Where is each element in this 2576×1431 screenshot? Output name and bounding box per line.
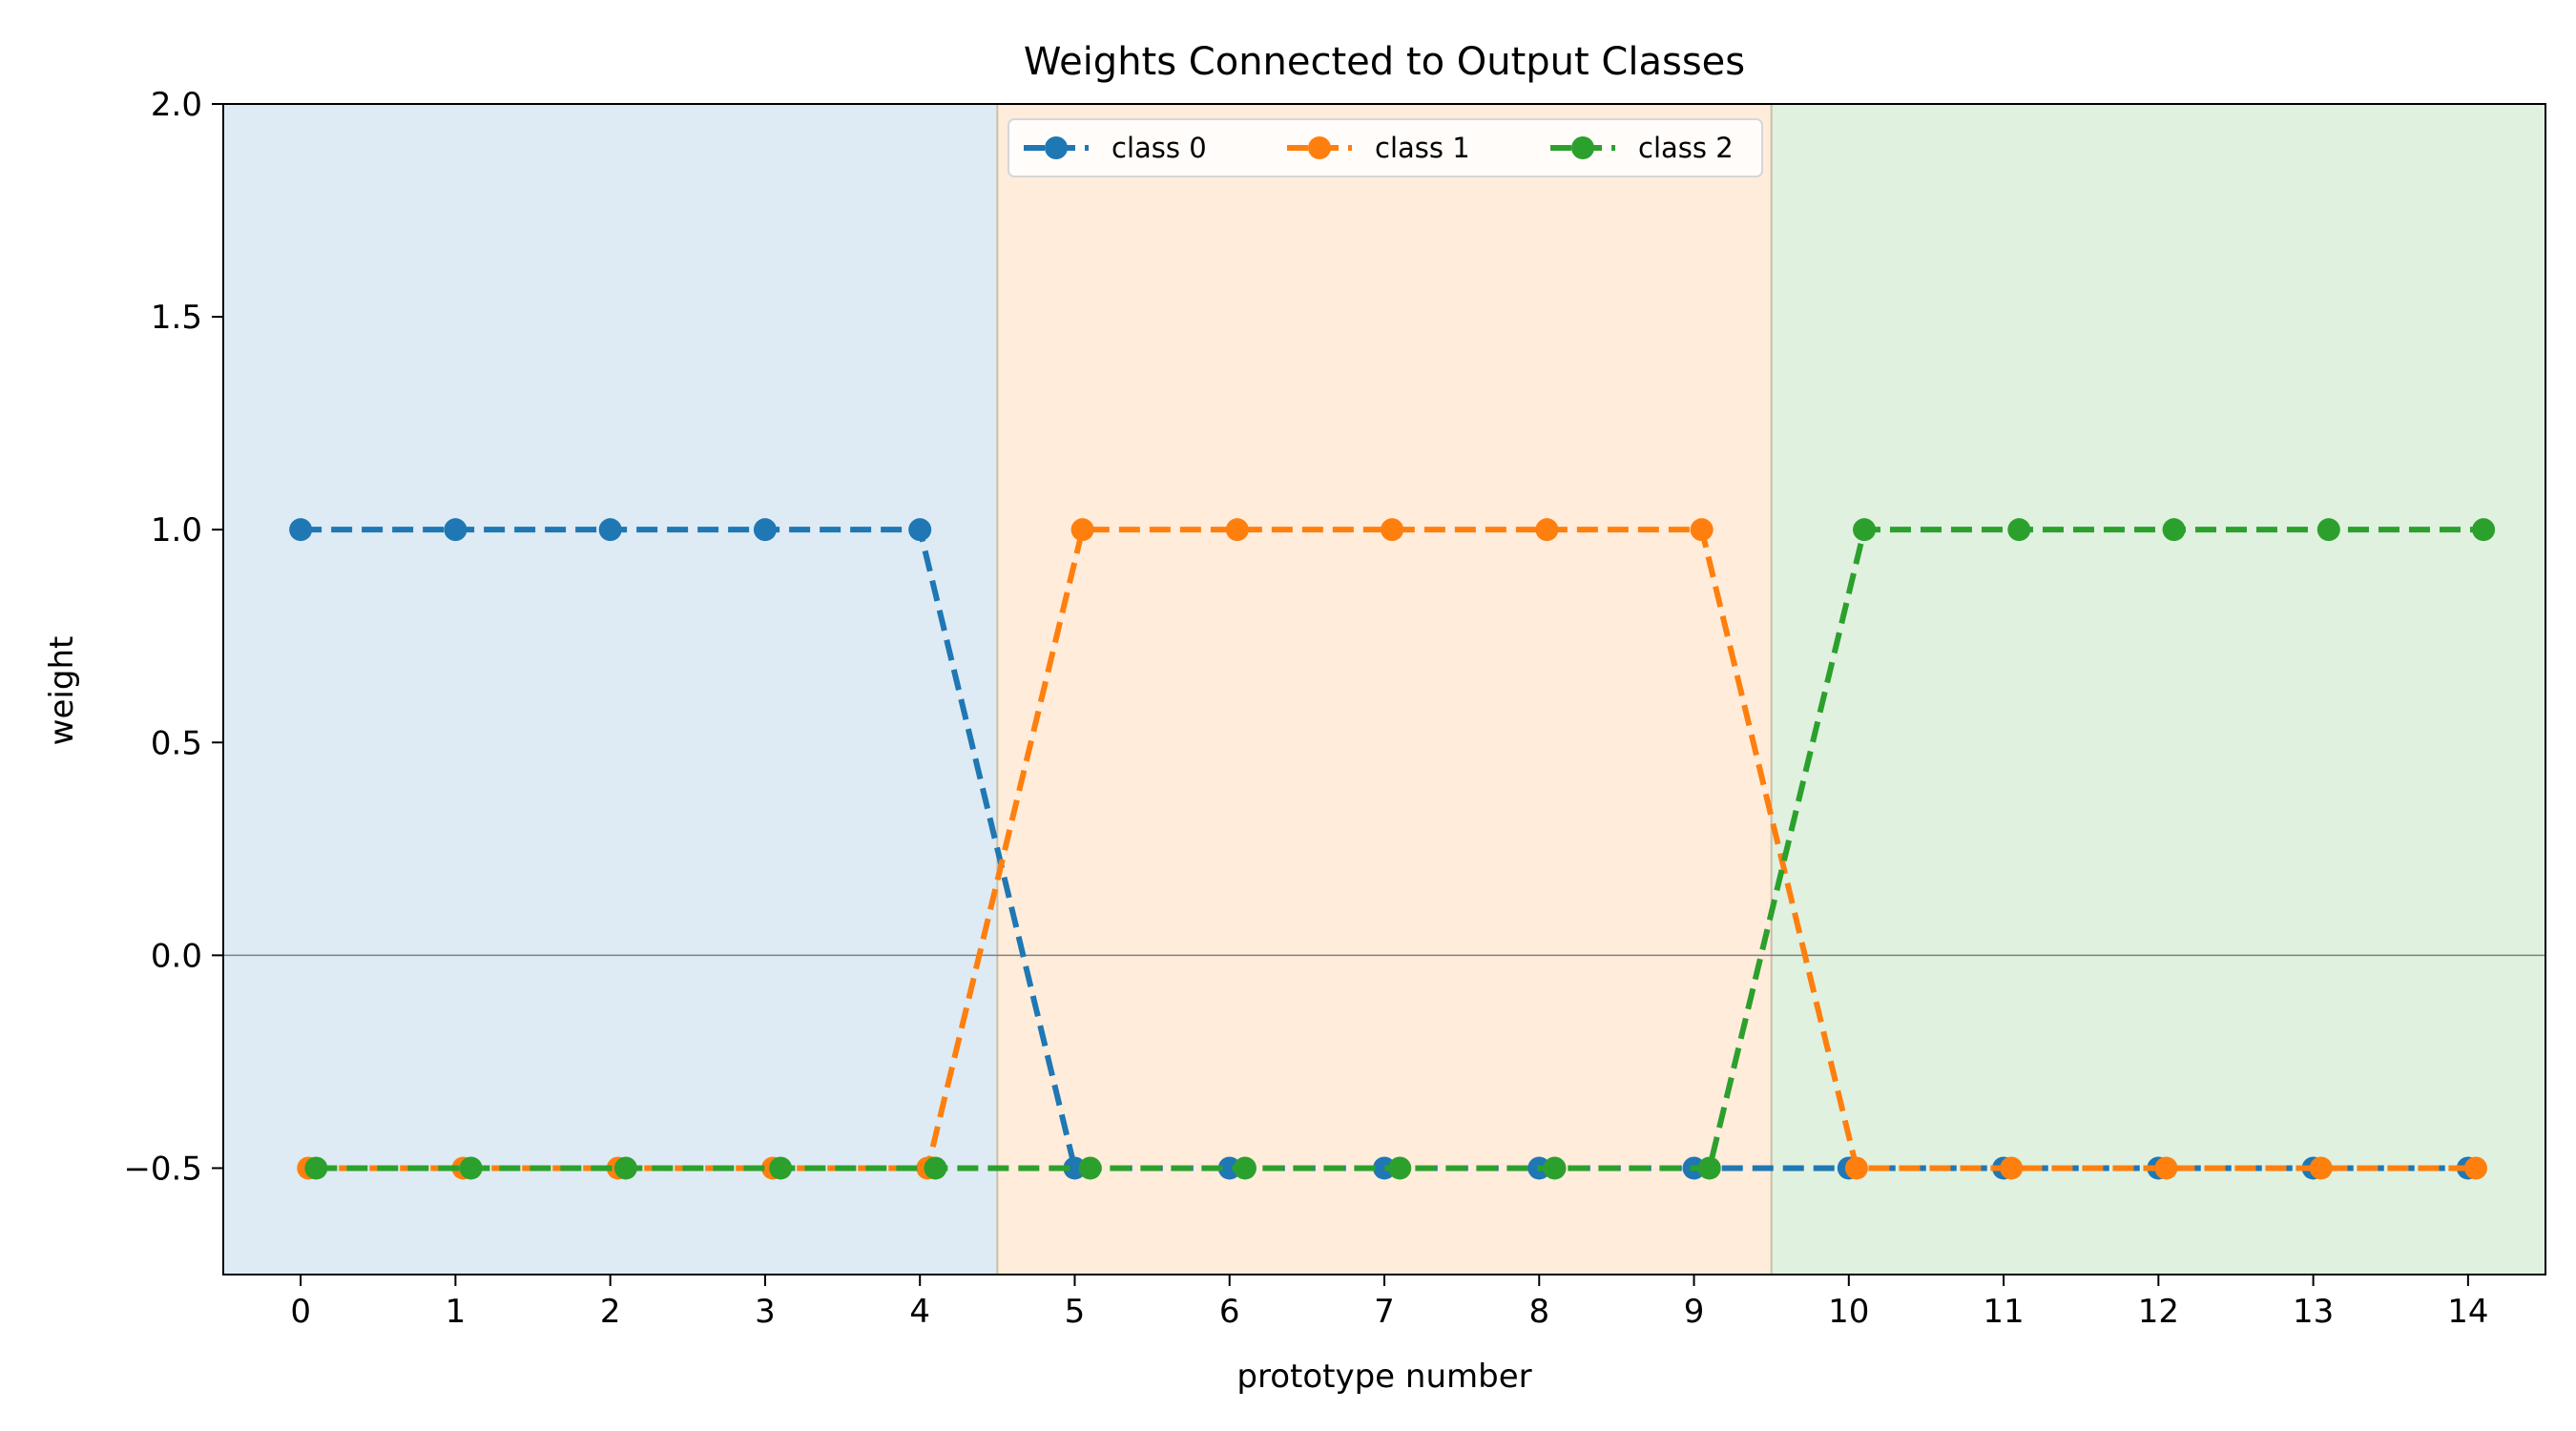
y-axis-label: weight (43, 636, 81, 746)
legend-label-1: class 1 (1375, 132, 1470, 164)
x-tick-label-12: 12 (2138, 1293, 2179, 1331)
legend-box (1008, 118, 1763, 177)
y-tick-label-1: 0.0 (151, 937, 202, 975)
x-tick-label-3: 3 (755, 1293, 776, 1331)
class-regions (223, 104, 2545, 1275)
data-point-0-4 (908, 518, 932, 542)
data-point-2-5 (1078, 1156, 1102, 1180)
data-point-1-8 (1535, 518, 1559, 542)
series-layer (289, 518, 2496, 1180)
x-tick-label-6: 6 (1219, 1293, 1240, 1331)
data-point-1-6 (1225, 518, 1249, 542)
legend: class 0 class 1 class 2 (1008, 118, 1763, 177)
x-tick-label-8: 8 (1528, 1293, 1549, 1331)
x-tick-label-0: 0 (290, 1293, 311, 1331)
legend-label-0: class 0 (1111, 132, 1207, 164)
y-tick-label-5: 2.0 (151, 86, 202, 124)
class-region-1 (997, 104, 1772, 1275)
data-point-2-14 (2472, 518, 2496, 542)
data-point-2-13 (2316, 518, 2340, 542)
data-point-2-7 (1388, 1156, 1412, 1180)
data-point-1-9 (1690, 518, 1714, 542)
data-point-2-8 (1543, 1156, 1567, 1180)
x-tick-label-7: 7 (1374, 1293, 1395, 1331)
x-tick-label-14: 14 (2447, 1293, 2488, 1331)
data-point-2-4 (924, 1156, 947, 1180)
x-tick-label-13: 13 (2293, 1293, 2334, 1331)
chart-title: Weights Connected to Output Classes (1024, 40, 1745, 84)
series-line-0 (301, 527, 2468, 1172)
y-tick-label-3: 1.0 (151, 511, 202, 550)
x-tick-label-10: 10 (1828, 1293, 1869, 1331)
data-point-1-7 (1381, 518, 1404, 542)
data-point-2-3 (769, 1156, 793, 1180)
data-point-1-13 (2309, 1156, 2333, 1180)
data-point-0-1 (444, 518, 467, 542)
y-tick-label-2: 0.5 (151, 724, 202, 762)
x-tick-label-1: 1 (446, 1293, 467, 1331)
x-axis-ticks: 0 1 2 3 4 5 6 7 8 9 10 11 12 13 14 (290, 1275, 2488, 1331)
y-tick-label-0: −0.5 (123, 1150, 202, 1188)
data-point-1-12 (2154, 1156, 2178, 1180)
data-point-2-0 (304, 1156, 328, 1180)
y-axis-ticks: −0.5 0.0 0.5 1.0 1.5 2.0 (123, 86, 223, 1188)
legend-marker-1 (1308, 136, 1331, 159)
x-tick-label-5: 5 (1065, 1293, 1086, 1331)
y-tick-label-4: 1.5 (151, 299, 202, 337)
data-point-2-6 (1233, 1156, 1257, 1180)
data-point-1-5 (1070, 518, 1094, 542)
data-point-2-1 (459, 1156, 483, 1180)
legend-marker-2 (1571, 136, 1594, 159)
x-tick-label-2: 2 (600, 1293, 621, 1331)
data-point-2-11 (2007, 518, 2031, 542)
x-tick-label-11: 11 (1983, 1293, 2024, 1331)
series-2 (304, 518, 2496, 1180)
legend-label-2: class 2 (1638, 132, 1734, 164)
data-point-1-10 (1844, 1156, 1868, 1180)
data-point-0-2 (598, 518, 622, 542)
legend-marker-0 (1045, 136, 1068, 159)
class-region-0 (223, 104, 998, 1275)
x-tick-label-9: 9 (1684, 1293, 1705, 1331)
data-point-2-10 (1853, 518, 1877, 542)
class-region-2 (1771, 104, 2545, 1275)
data-point-2-2 (613, 1156, 637, 1180)
x-axis-label: prototype number (1236, 1358, 1531, 1396)
data-point-2-12 (2162, 518, 2186, 542)
data-point-2-9 (1697, 1156, 1721, 1180)
series-line-1 (308, 527, 2476, 1172)
x-tick-label-4: 4 (909, 1293, 930, 1331)
data-point-0-3 (753, 518, 777, 542)
data-point-0-0 (289, 518, 313, 542)
data-point-1-11 (2000, 1156, 2024, 1180)
data-point-1-14 (2463, 1156, 2487, 1180)
